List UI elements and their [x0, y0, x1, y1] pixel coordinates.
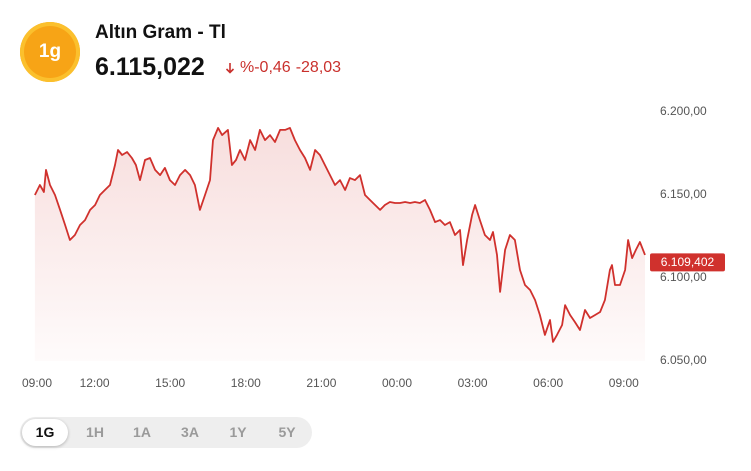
y-tick-label: 6.200,00 [660, 104, 707, 118]
area-fill [34, 127, 645, 362]
x-tick-label: 00:00 [382, 376, 412, 390]
current-price-badge: 6.109,402 [650, 253, 725, 272]
price: 6.115,022 [95, 53, 205, 81]
period-button[interactable]: 1Y [229, 424, 247, 440]
x-tick-label: 09:00 [22, 376, 52, 390]
period-button[interactable]: 3A [181, 424, 199, 440]
x-tick-label: 06:00 [533, 376, 563, 390]
x-tick-label: 12:00 [80, 376, 110, 390]
x-tick-label: 03:00 [458, 376, 488, 390]
price-line [34, 127, 646, 343]
change-value: -28,03 [295, 59, 342, 76]
x-tick-label: 21:00 [306, 376, 336, 390]
x-tick-label: 09:00 [609, 376, 639, 390]
period-button[interactable]: 5Y [278, 424, 296, 440]
badge-bg [650, 253, 725, 272]
period-button[interactable]: 1A [133, 424, 151, 440]
period-button[interactable]: 1G [22, 419, 68, 446]
change-percent: %-0,46 [240, 59, 291, 76]
x-tick-label: 18:00 [231, 376, 261, 390]
period-selector: 1G 1H 1A 3A 1Y 5Y [20, 417, 312, 448]
x-tick-label: 15:00 [155, 376, 185, 390]
down-arrow [225, 63, 235, 74]
y-tick-label: 6.050,00 [660, 353, 707, 367]
change: %-0,46 -28,03 [225, 59, 341, 77]
badge-label: 6.109,402 [661, 255, 715, 269]
asset-icon: 1g [20, 22, 80, 82]
period-button[interactable]: 1H [86, 424, 104, 440]
y-tick-label: 6.150,00 [660, 187, 707, 201]
asset-title: Altın Gram - Tl [95, 22, 226, 43]
y-tick-label: 6.100,00 [660, 270, 707, 284]
